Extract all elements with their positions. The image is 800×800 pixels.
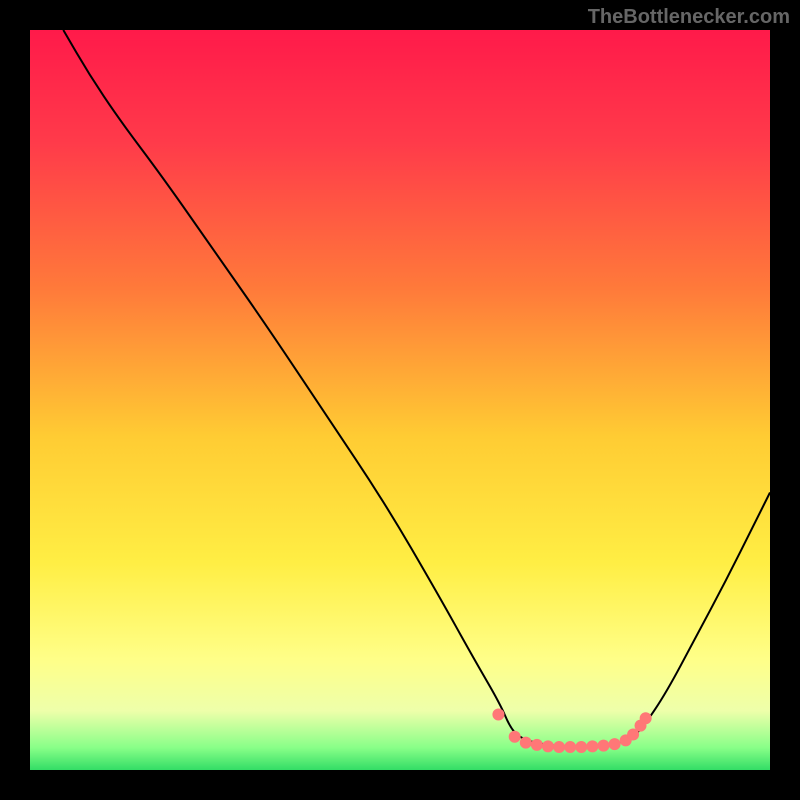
data-dot bbox=[520, 737, 532, 749]
data-dot bbox=[586, 740, 598, 752]
data-dot bbox=[542, 740, 554, 752]
data-dot bbox=[640, 712, 652, 724]
data-dot bbox=[575, 741, 587, 753]
data-dot bbox=[531, 739, 543, 751]
data-dot bbox=[598, 740, 610, 752]
curve-overlay bbox=[30, 30, 770, 770]
data-dot bbox=[509, 731, 521, 743]
data-dot bbox=[609, 738, 621, 750]
data-dots-group bbox=[492, 709, 651, 754]
chart-area bbox=[30, 30, 770, 770]
data-dot bbox=[492, 709, 504, 721]
main-curve-line bbox=[63, 30, 770, 746]
data-dot bbox=[564, 741, 576, 753]
watermark-text: TheBottlenecker.com bbox=[588, 6, 790, 29]
data-dot bbox=[553, 741, 565, 753]
